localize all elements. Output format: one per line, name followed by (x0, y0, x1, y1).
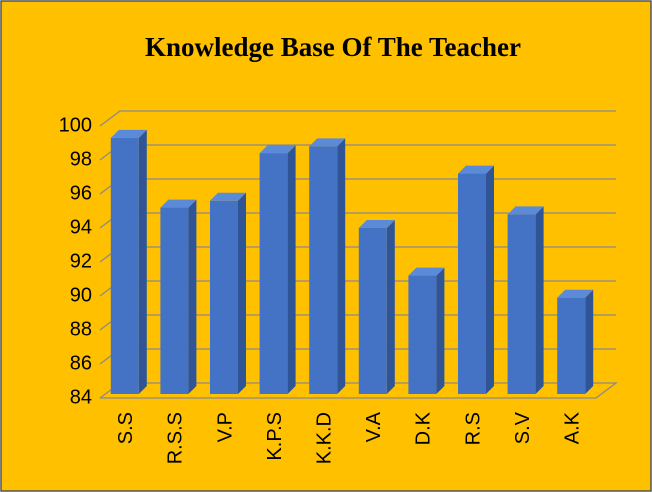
x-tick-label: S.V (512, 411, 534, 444)
grid-line (99, 110, 616, 127)
bar (259, 145, 296, 394)
bar (557, 289, 594, 394)
bar (210, 192, 246, 394)
x-tick-label: R.S (462, 412, 484, 445)
bar (110, 129, 147, 394)
y-tick-label: 86 (70, 352, 92, 374)
y-tick-label: 100 (59, 114, 92, 136)
bar (507, 206, 544, 394)
chart-title: Knowledge Base Of The Teacher (145, 32, 521, 62)
x-tick-label: A.K (561, 411, 583, 444)
x-tick-label: K.P.S (264, 412, 286, 461)
y-tick-label: 90 (70, 284, 92, 306)
x-tick-label: D.K (413, 411, 435, 445)
x-tick-label: K.K.D (313, 412, 335, 464)
y-tick-label: 84 (70, 386, 92, 408)
bar (458, 165, 494, 394)
y-tick-label: 98 (70, 148, 92, 170)
x-tick-label: R.S.S (165, 412, 187, 464)
y-tick-label: 92 (70, 250, 92, 272)
y-tick-label: 88 (70, 318, 92, 340)
bar (408, 267, 445, 394)
y-tick-label: 94 (70, 216, 92, 238)
y-tick-label: 96 (70, 182, 92, 204)
x-tick-label: S.S (115, 412, 137, 444)
bar (358, 220, 395, 394)
x-tick-label: V.A (363, 411, 385, 442)
bar (309, 138, 346, 394)
x-tick-label: V.P (214, 412, 236, 442)
bar (160, 199, 197, 394)
